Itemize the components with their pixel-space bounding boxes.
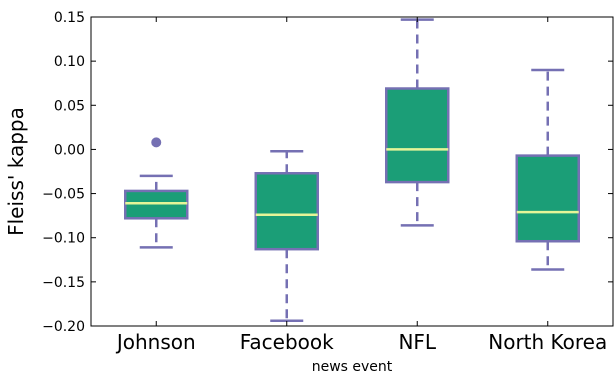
x-tick-label: North Korea bbox=[488, 330, 607, 354]
boxes-layer bbox=[125, 20, 579, 321]
box-facebook bbox=[256, 151, 318, 321]
y-tick-label: 0.00 bbox=[54, 142, 85, 158]
iqr-box bbox=[517, 156, 579, 242]
outlier-point bbox=[152, 138, 161, 147]
iqr-box bbox=[125, 191, 187, 218]
iqr-box bbox=[256, 173, 318, 249]
x-tick-label: NFL bbox=[398, 330, 436, 354]
y-tick-label: 0.15 bbox=[54, 10, 85, 26]
box-nfl bbox=[386, 20, 448, 226]
y-tick-label: −0.20 bbox=[42, 319, 85, 335]
box-johnson bbox=[125, 138, 187, 248]
y-axis-label: Fleiss' kappa bbox=[4, 107, 28, 236]
y-tick-label: 0.05 bbox=[54, 98, 85, 114]
y-tick-label: −0.10 bbox=[42, 231, 85, 247]
y-tick-label: −0.15 bbox=[42, 275, 85, 291]
x-tick-label: Johnson bbox=[115, 330, 196, 354]
iqr-box bbox=[386, 89, 448, 183]
x-tick-label: Facebook bbox=[240, 330, 334, 354]
x-axis-label: news event bbox=[312, 359, 393, 375]
y-tick-label: 0.10 bbox=[54, 54, 85, 70]
y-tick-label: −0.05 bbox=[42, 187, 85, 203]
box-north-korea bbox=[517, 70, 579, 270]
